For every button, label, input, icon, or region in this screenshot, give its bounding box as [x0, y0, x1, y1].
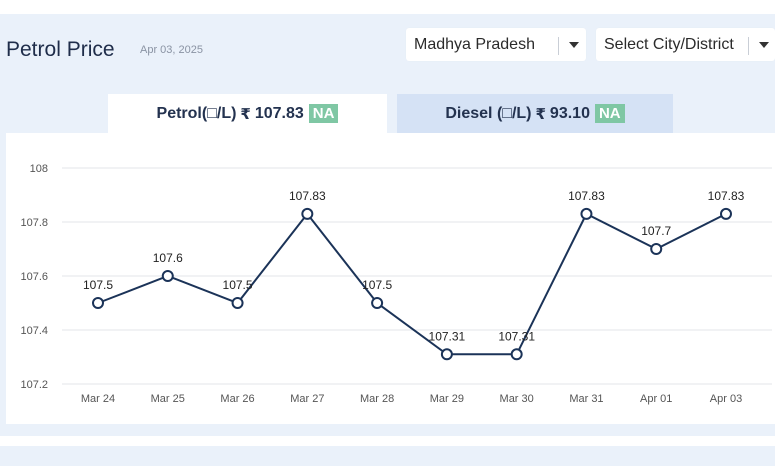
data-point[interactable]	[301, 207, 314, 220]
tab-diesel-label: Diesel (□/L)	[445, 104, 532, 122]
chevron-down-icon[interactable]	[759, 42, 769, 48]
x-tick-label: Mar 28	[360, 393, 394, 405]
status-badge: NA	[594, 104, 625, 123]
data-label: 107.6	[153, 251, 183, 265]
y-tick-label: 108	[30, 163, 48, 175]
data-point[interactable]	[92, 297, 104, 309]
page-title: Petrol Price	[6, 38, 115, 61]
x-tick-label: Mar 24	[81, 393, 115, 405]
city-select[interactable]: Select City/District	[596, 28, 775, 61]
tab-petrol-price: 107.83	[254, 104, 304, 122]
data-point[interactable]	[371, 297, 384, 309]
chevron-down-icon[interactable]	[569, 42, 579, 48]
data-point[interactable]	[510, 348, 523, 361]
state-select[interactable]: Madhya Pradesh	[406, 28, 586, 61]
x-tick-label: Mar 27	[290, 393, 324, 405]
y-tick-label: 107.4	[20, 325, 48, 337]
data-label: 107.5	[83, 278, 113, 292]
y-tick-label: 107.8	[20, 217, 48, 229]
series-line	[97, 212, 727, 356]
data-point[interactable]	[720, 207, 732, 220]
data-label: 107.5	[223, 278, 253, 292]
price-chart-card: 107.2 107.4 107.6 107.8 108 Mar 24 Mar 25 Mar …	[6, 133, 775, 424]
data-label: 107.31	[429, 329, 466, 343]
data-point[interactable]	[440, 348, 453, 361]
price-date: Apr 03, 2025	[140, 44, 203, 56]
select-divider	[558, 37, 559, 55]
x-tick-label: Apr 01	[640, 393, 672, 405]
x-tick-label: Mar 31	[569, 393, 603, 405]
tab-petrol[interactable]: Petrol(□/L) ₹ 107.83 NA	[108, 94, 387, 133]
y-tick-label: 107.2	[20, 379, 48, 391]
status-badge: NA	[308, 104, 339, 123]
rupee-icon: ₹	[535, 105, 546, 123]
x-tick-label: Mar 30	[500, 393, 534, 405]
next-section-strip	[0, 446, 775, 466]
tab-diesel-price: 93.10	[549, 104, 590, 122]
data-point[interactable]	[161, 270, 174, 282]
x-tick-label: Mar 29	[430, 393, 464, 405]
rupee-icon: ₹	[240, 105, 251, 123]
x-tick-label: Apr 03	[710, 393, 742, 405]
state-select-value: Madhya Pradesh	[414, 36, 535, 53]
select-divider	[748, 37, 749, 55]
data-label: 107.31	[498, 329, 535, 343]
data-point[interactable]	[650, 243, 663, 255]
data-label: 107.7	[641, 224, 671, 238]
data-point[interactable]	[580, 207, 593, 220]
y-tick-label: 107.6	[20, 271, 48, 283]
data-label: 107.83	[289, 189, 326, 203]
tab-petrol-label: Petrol(□/L)	[156, 104, 237, 122]
data-label: 107.83	[708, 189, 745, 203]
data-label: 107.83	[568, 189, 605, 203]
data-point[interactable]	[231, 297, 244, 309]
tab-diesel[interactable]: Diesel (□/L) ₹ 93.10 NA	[397, 94, 673, 133]
x-tick-label: Mar 26	[220, 393, 254, 405]
x-tick-label: Mar 25	[151, 393, 185, 405]
city-select-placeholder: Select City/District	[604, 36, 734, 53]
price-line-chart: 107.2 107.4 107.6 107.8 108 Mar 24 Mar 25 Mar …	[20, 163, 772, 405]
data-label: 107.5	[362, 278, 392, 292]
